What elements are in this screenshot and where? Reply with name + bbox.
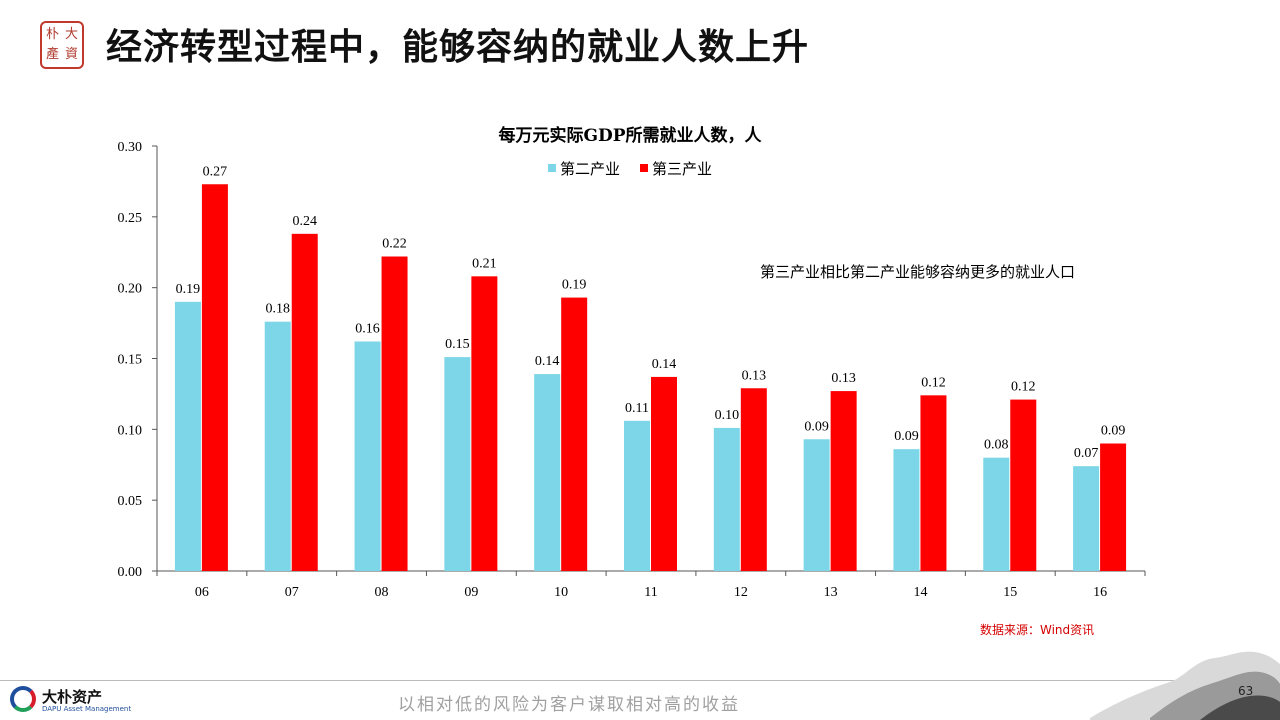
bar-secondary-industry [354,341,381,571]
x-tick-label: 06 [195,585,209,600]
data-label: 0.09 [894,429,919,444]
data-label: 0.24 [292,214,317,229]
y-tick-label: 0.20 [118,282,143,297]
x-tick-label: 15 [1003,585,1017,600]
x-tick-label: 09 [464,585,478,600]
data-label: 0.16 [355,322,380,337]
x-tick-label: 12 [734,585,748,600]
bar-tertiary-industry [1100,443,1127,571]
logo-name-en: DAPU Asset Management [42,705,132,713]
bar-tertiary-industry [291,233,318,572]
bar-secondary-industry [1073,466,1100,571]
data-source: 数据来源：Wind资讯 [980,623,1095,637]
y-tick-label: 0.30 [118,140,143,155]
ink-landscape-decoration [1090,651,1280,720]
bar-secondary-industry [983,457,1010,571]
data-label: 0.09 [804,419,829,434]
logo-ring-icon [10,686,36,712]
page-number: 63 [1238,684,1254,698]
data-label: 0.10 [715,408,740,423]
x-tick-label: 16 [1093,585,1107,600]
x-tick-label: 13 [824,585,838,600]
x-tick-label: 14 [913,585,927,600]
footer-slogan: 以相对低的风险为客户谋取相对高的收益 [398,695,740,715]
bar-secondary-industry [624,420,650,571]
legend-label: 第三产业 [652,160,712,178]
y-tick-label: 0.05 [118,494,143,509]
bar-tertiary-industry [201,184,228,571]
data-label: 0.15 [445,337,470,352]
y-tick-label: 0.10 [118,423,143,438]
bar-tertiary-industry [381,256,408,571]
y-tick-label: 0.15 [118,353,143,368]
legend-swatch [640,164,648,172]
bar-tertiary-industry [830,391,857,571]
data-label: 0.08 [984,438,1009,453]
data-label: 0.19 [176,282,201,297]
bar-tertiary-industry [561,297,588,571]
footer-divider [0,680,1280,681]
seal-logo: 朴大產資 [40,21,84,69]
data-label: 0.18 [265,302,290,317]
bar-secondary-industry [444,357,471,571]
bar-secondary-industry [713,427,740,571]
x-tick-label: 08 [375,585,389,600]
data-label: 0.27 [203,164,228,179]
chart-annotation: 第三产业相比第二产业能够容纳更多的就业人口 [760,263,1076,281]
data-label: 0.07 [1074,446,1099,461]
bar-tertiary-industry [471,276,498,571]
bar-tertiary-industry [1010,399,1037,571]
bar-secondary-industry [264,321,291,571]
bar-tertiary-industry [920,395,947,571]
data-label: 0.14 [535,354,560,369]
bar-tertiary-industry [740,388,767,571]
x-tick-label: 07 [285,585,299,600]
y-tick-label: 0.00 [118,565,143,580]
chart-title: 每万元实际GDP所需就业人数，人 [498,125,762,146]
bar-tertiary-industry [651,376,677,571]
data-label: 0.22 [382,237,407,252]
page-title: 经济转型过程中，能够容纳的就业人数上升 [106,27,810,68]
data-label: 0.13 [831,371,856,386]
y-tick-label: 0.25 [118,211,143,226]
x-tick-label: 10 [554,585,568,600]
bar-secondary-industry [174,301,201,571]
data-label: 0.12 [1011,380,1036,395]
company-logo: 大朴资产 DAPU Asset Management [8,684,138,718]
x-tick-label: 11 [644,585,657,600]
bar-secondary-industry [534,374,561,571]
data-label: 0.14 [652,357,677,372]
legend-label: 第二产业 [560,160,620,178]
data-label: 0.11 [625,401,649,416]
bar-secondary-industry [803,439,830,571]
data-label: 0.13 [742,368,767,383]
data-label: 0.09 [1101,424,1126,439]
data-label: 0.21 [472,256,497,271]
data-label: 0.19 [562,278,587,293]
legend-swatch [548,164,556,172]
logo-name-cn: 大朴资产 [42,688,103,706]
data-label: 0.12 [921,375,946,390]
bar-secondary-industry [893,449,920,571]
